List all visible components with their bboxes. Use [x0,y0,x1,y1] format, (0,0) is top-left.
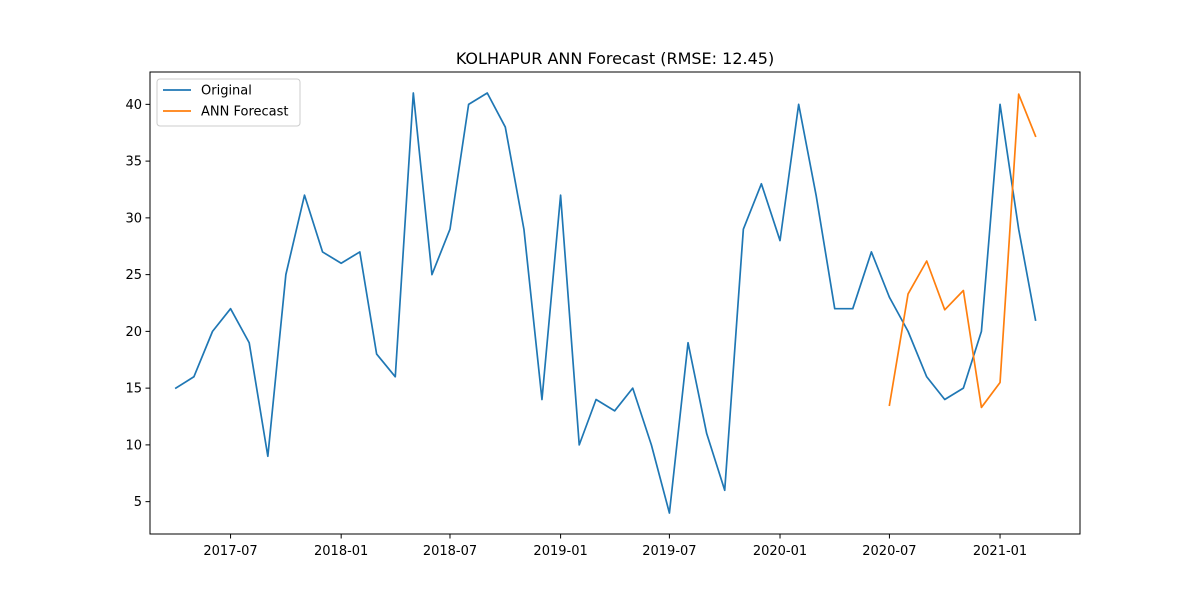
x-axis: 2017-07 2018-01 2018-07 2019-01 2019-07 2020-… [203,534,1027,559]
series-line-1 [888,93,1037,409]
y-tick-label: 35 [125,155,142,170]
y-tick-label: 30 [125,211,142,226]
series-line-0 [174,92,1037,514]
x-tick-label: 2020-01 [753,544,807,559]
y-tick-label: 15 [125,382,142,397]
x-tick-label: 2021-01 [973,544,1027,559]
y-tick-label: 20 [125,325,142,340]
y-tick-label: 5 [134,495,142,510]
x-tick-label: 2018-07 [423,544,477,559]
legend-label: Original [201,84,252,99]
legend-label: ANN Forecast [201,105,288,120]
y-axis: 5 10 15 20 25 30 35 40 [125,98,150,510]
y-tick-label: 10 [125,438,142,453]
chart-title: KOLHAPUR ANN Forecast (RMSE: 12.45) [456,49,774,68]
plot-frame [149,71,1081,535]
y-tick-label: 40 [125,98,142,113]
plot-lines [174,92,1037,514]
x-tick-label: 2020-07 [862,544,916,559]
x-tick-label: 2017-07 [203,544,257,559]
x-tick-label: 2018-01 [314,544,368,559]
legend-box [156,78,301,127]
x-tick-label: 2019-07 [642,544,696,559]
y-tick-label: 25 [125,268,142,283]
legend: Original ANN Forecast [156,78,301,127]
x-tick-label: 2019-01 [533,544,587,559]
